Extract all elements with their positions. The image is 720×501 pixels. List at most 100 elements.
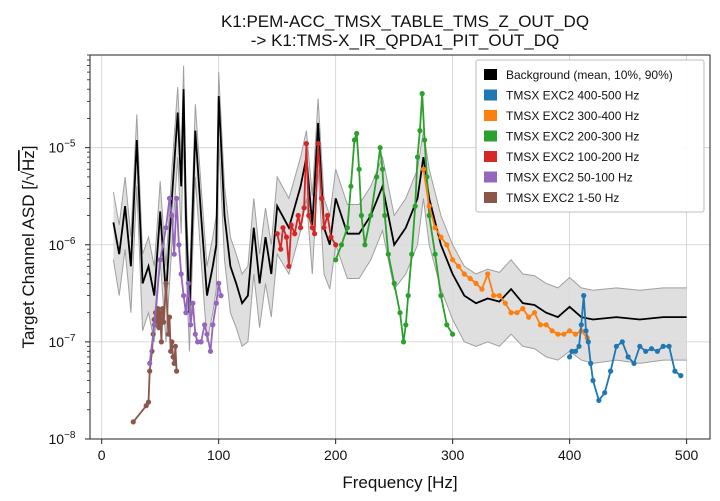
series-point-tmsx-exc2-300-400-hz (473, 280, 479, 286)
series-point-tmsx-exc2-400-500-hz (585, 339, 591, 345)
x-tick-label: 200 (324, 447, 348, 463)
series-point-tmsx-exc2-300-400-hz (444, 242, 450, 248)
y-tick-label: 10−8 (49, 430, 76, 447)
series-point-tmsx-exc2-400-500-hz (678, 373, 684, 379)
x-axis-label: Frequency [Hz] (342, 473, 457, 492)
series-point-tmsx-exc2-100-200-hz (292, 231, 298, 237)
series-point-tmsx-exc2-100-200-hz (278, 246, 284, 252)
series-point-tmsx-exc2-300-400-hz (491, 293, 497, 299)
series-point-tmsx-exc2-200-300-hz (358, 212, 364, 219)
legend-swatch (484, 69, 497, 80)
series-point-tmsx-exc2-400-500-hz (596, 397, 602, 403)
series-point-tmsx-exc2-50-100-hz (166, 195, 173, 201)
series-point-tmsx-exc2-100-200-hz (312, 231, 318, 237)
series-point-tmsx-exc2-400-500-hz (602, 390, 608, 396)
series-point-tmsx-exc2-300-400-hz (543, 322, 549, 328)
plot-frame (89, 54, 711, 440)
series-point-tmsx-exc2-50-100-hz (190, 300, 196, 306)
series-point-tmsx-exc2-300-400-hz (450, 257, 456, 263)
legend-swatch (484, 110, 497, 121)
y-tick-label: 10−5 (49, 139, 76, 156)
x-tick-label: 500 (675, 447, 699, 463)
series-point-tmsx-exc2-50-100-hz (216, 280, 222, 286)
series-point-tmsx-exc2-200-300-hz (422, 137, 428, 143)
series-point-tmsx-exc2-300-400-hz (520, 306, 526, 312)
series-point-tmsx-exc2-400-500-hz (613, 343, 620, 349)
series-point-tmsx-exc2-1-50-hz (147, 368, 153, 374)
series-point-tmsx-exc2-1-50-hz (174, 368, 180, 374)
series-point-tmsx-exc2-50-100-hz (163, 225, 169, 231)
legend-label: TMSX EXC2 400-500 Hz (506, 89, 639, 103)
legend-label: TMSX EXC2 50-100 Hz (506, 171, 633, 185)
data-layer (112, 65, 687, 425)
series-point-tmsx-exc2-300-400-hz (508, 310, 514, 316)
series-point-tmsx-exc2-100-200-hz (319, 195, 325, 201)
series-point-tmsx-exc2-100-200-hz (295, 212, 301, 219)
series-point-tmsx-exc2-1-50-hz (159, 306, 166, 312)
series-point-tmsx-exc2-1-50-hz (145, 399, 152, 405)
series-point-tmsx-exc2-300-400-hz (526, 314, 532, 320)
legend-box (475, 59, 705, 213)
x-tick-label: 300 (441, 447, 465, 463)
series-point-tmsx-exc2-200-300-hz (450, 331, 456, 337)
series-point-tmsx-exc2-1-50-hz (130, 419, 136, 425)
legend-label: TMSX EXC2 200-300 Hz (506, 130, 639, 144)
series-point-tmsx-exc2-100-200-hz (306, 212, 312, 219)
legend-label: Background (mean, 10%, 90%) (506, 68, 673, 82)
legend-label: TMSX EXC2 300-400 Hz (506, 109, 639, 123)
series-point-tmsx-exc2-400-500-hz (583, 328, 589, 334)
series-point-tmsx-exc2-200-300-hz (438, 293, 444, 299)
series-point-tmsx-exc2-50-100-hz (174, 195, 180, 201)
series-point-tmsx-exc2-1-50-hz (168, 348, 174, 354)
legend-swatch (484, 89, 497, 101)
series-point-tmsx-exc2-200-300-hz (412, 203, 418, 209)
tick-layer: 0 100 200 300 400 500 10−8 10−7 10−6 10−5 (49, 54, 699, 463)
series-point-tmsx-exc2-400-500-hz (654, 348, 661, 354)
series-point-tmsx-exc2-50-100-hz (178, 271, 184, 277)
series-point-tmsx-exc2-100-200-hz (315, 141, 321, 147)
series-point-tmsx-exc2-1-50-hz (163, 280, 169, 286)
series-point-tmsx-exc2-100-200-hz (274, 231, 280, 237)
series-point-tmsx-exc2-400-500-hz (619, 339, 625, 345)
series-point-tmsx-exc2-50-100-hz (183, 310, 189, 316)
series-point-tmsx-exc2-200-300-hz (444, 322, 450, 328)
series-point-tmsx-exc2-300-400-hz (438, 234, 444, 240)
series-point-tmsx-exc2-300-400-hz (572, 331, 579, 337)
series-point-tmsx-exc2-50-100-hz (147, 360, 153, 366)
series-point-tmsx-exc2-400-500-hz (581, 293, 587, 299)
series-point-tmsx-exc2-400-500-hz (660, 343, 666, 349)
series-point-tmsx-exc2-200-300-hz (333, 257, 339, 263)
legend-label: TMSX EXC2 100-200 Hz (506, 150, 639, 164)
legend-swatch (484, 130, 497, 142)
series-point-tmsx-exc2-400-500-hz (625, 354, 631, 360)
series-point-tmsx-exc2-100-200-hz (283, 234, 290, 240)
series-point-tmsx-exc2-300-400-hz (514, 310, 520, 316)
series-point-tmsx-exc2-1-50-hz (156, 325, 162, 331)
series-point-tmsx-exc2-300-400-hz (479, 286, 485, 292)
series-point-tmsx-exc2-200-300-hz (417, 128, 423, 134)
series-point-tmsx-exc2-50-100-hz (176, 242, 182, 248)
series-point-tmsx-exc2-200-300-hz (400, 339, 407, 345)
y-axis-label-root: √ (19, 170, 38, 180)
series-point-tmsx-exc2-100-200-hz (333, 242, 339, 248)
series-point-tmsx-exc2-300-400-hz (420, 166, 426, 172)
series-point-tmsx-exc2-400-500-hz (590, 377, 596, 384)
series-point-tmsx-exc2-400-500-hz (572, 348, 579, 354)
background-percentile-band (113, 65, 687, 364)
series-point-tmsx-exc2-100-200-hz (309, 225, 315, 231)
series-point-tmsx-exc2-200-300-hz (432, 251, 438, 257)
legend-swatch (484, 151, 497, 162)
series-point-tmsx-exc2-200-300-hz (391, 280, 397, 286)
series-point-tmsx-exc2-300-400-hz (485, 271, 491, 277)
series-point-tmsx-exc2-50-100-hz (171, 251, 177, 257)
series-point-tmsx-exc2-50-100-hz (151, 322, 157, 328)
series-point-tmsx-exc2-400-500-hz (643, 348, 649, 354)
series-point-tmsx-exc2-100-200-hz (286, 263, 292, 269)
series-point-tmsx-exc2-200-300-hz (356, 166, 362, 172)
series-point-tmsx-exc2-200-300-hz (382, 212, 388, 219)
series-point-tmsx-exc2-300-400-hz (502, 300, 508, 306)
background-p90-line (112, 65, 687, 291)
series-point-tmsx-exc2-300-400-hz (537, 322, 544, 328)
series-point-tmsx-exc2-300-400-hz (467, 275, 473, 282)
